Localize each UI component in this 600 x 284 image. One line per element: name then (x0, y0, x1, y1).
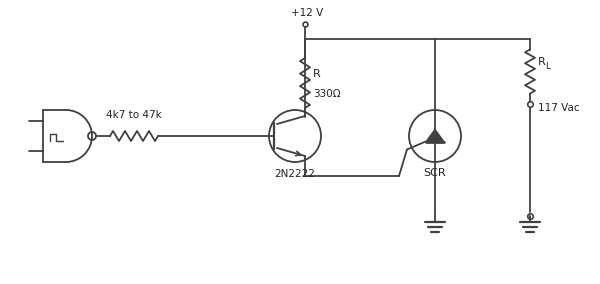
Text: L: L (545, 62, 550, 71)
Text: R: R (313, 69, 321, 79)
Text: +12 V: +12 V (291, 8, 323, 18)
Text: R: R (538, 57, 546, 66)
Text: 117 Vac: 117 Vac (538, 103, 580, 113)
Polygon shape (426, 130, 444, 141)
Text: 4k7 to 47k: 4k7 to 47k (106, 110, 162, 120)
Text: SCR: SCR (424, 168, 446, 178)
Text: 2N2222: 2N2222 (275, 169, 316, 179)
Text: 330Ω: 330Ω (313, 89, 341, 99)
